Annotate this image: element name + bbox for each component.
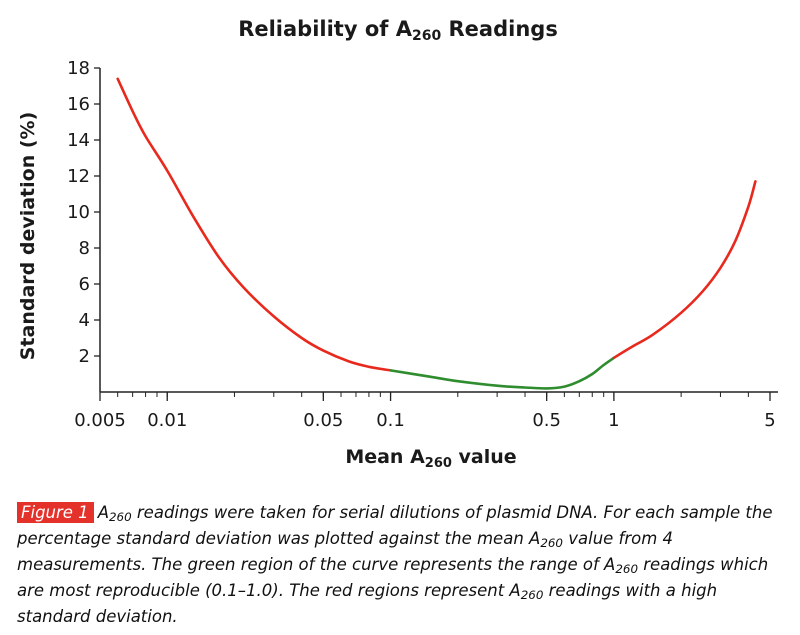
data-series xyxy=(116,77,757,390)
y-tick-label: 6 xyxy=(79,274,90,295)
figure-badge: Figure 1 xyxy=(17,502,94,523)
caption-text-1: readings were taken for serial dilutions… xyxy=(17,503,773,548)
y-tick-label: 4 xyxy=(79,310,90,331)
series-line-2 xyxy=(389,356,616,390)
y-tick-label: 2 xyxy=(79,346,90,367)
y-tick-label: 16 xyxy=(67,94,90,115)
figure-caption: Figure 1 A260 readings were taken for ser… xyxy=(17,502,787,628)
y-tick-label: 10 xyxy=(67,202,90,223)
caption-a: A xyxy=(97,503,109,522)
tick-labels: 2 4 6 8 10 12 14 16 18 0.005 0.01 0.05 0.1 0.5 1 5 xyxy=(67,58,776,431)
x-tick-label: 1 xyxy=(608,410,619,431)
caption-sub-1: 260 xyxy=(108,509,132,524)
axes xyxy=(94,67,778,401)
y-axis-label: Standard deviation (%) xyxy=(17,112,39,361)
caption-text-3: readings which are most reproducible (0.… xyxy=(17,554,769,600)
caption-sub-2: 260 xyxy=(540,535,563,550)
chart: Reliability of A260 Readings 2 4 6 8 10 12 14 1… xyxy=(17,17,778,471)
chart-title: Reliability of A260 Readings xyxy=(238,17,558,44)
series-line-3 xyxy=(612,180,757,360)
series-line-1 xyxy=(116,77,392,372)
y-tick-label: 12 xyxy=(67,166,90,187)
caption-text-4: readings with a high standard deviation. xyxy=(17,580,718,626)
y-tick-label: 18 xyxy=(67,58,90,79)
x-tick-label: 0.5 xyxy=(532,410,561,431)
caption-sub-4: 260 xyxy=(520,587,544,602)
x-tick-label: 5 xyxy=(764,410,775,431)
x-tick-label: 0.005 xyxy=(74,410,126,431)
x-axis-label: Mean A260 value xyxy=(345,446,516,471)
caption-text-2: value from 4 measurements. The green reg… xyxy=(17,528,674,574)
caption-sub-3: 260 xyxy=(615,561,639,576)
x-tick-label: 0.01 xyxy=(147,410,187,431)
y-tick-label: 8 xyxy=(79,238,90,259)
x-tick-label: 0.1 xyxy=(376,410,405,431)
x-tick-label: 0.05 xyxy=(303,410,343,431)
y-tick-label: 14 xyxy=(67,130,90,151)
